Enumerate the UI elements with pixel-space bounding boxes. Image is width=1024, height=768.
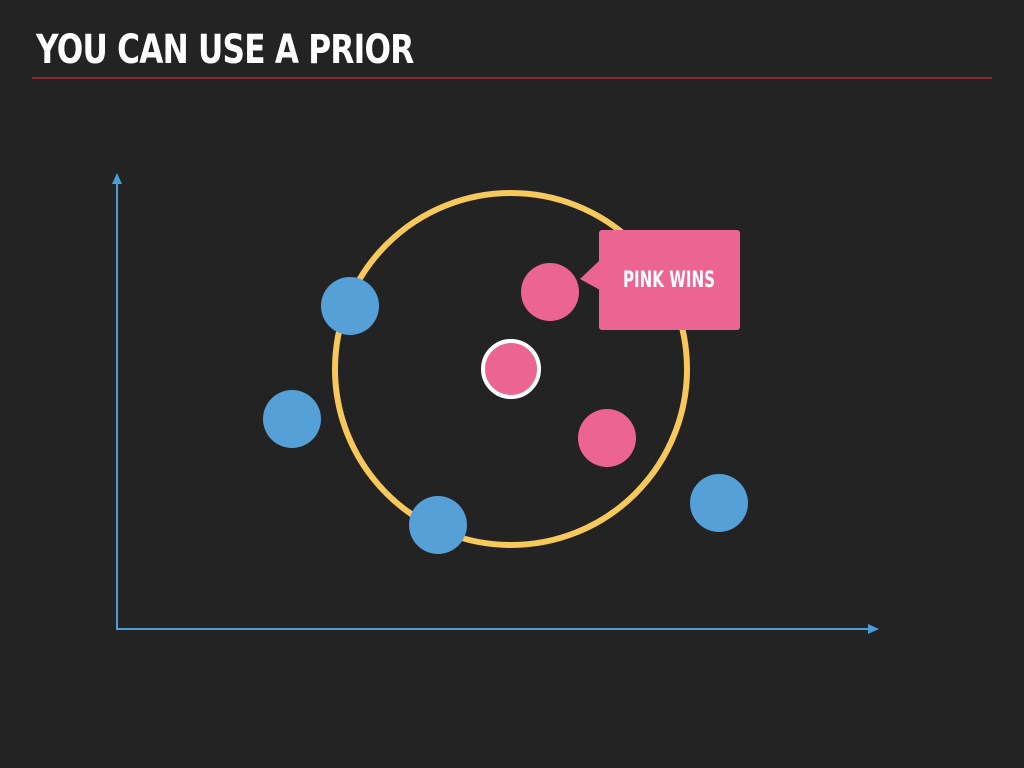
y-axis-arrow-icon — [112, 173, 122, 184]
pink-point — [578, 409, 636, 467]
slide-title: YOU CAN USE A PRIOR — [36, 27, 414, 73]
x-axis-arrow-icon — [868, 624, 879, 634]
blue-point — [690, 474, 748, 532]
blue-point — [409, 496, 467, 554]
axes — [112, 173, 879, 634]
query-point — [481, 339, 541, 399]
pink-points — [521, 263, 636, 467]
pink-wins-callout: PINK WINS — [580, 230, 740, 330]
callout-box — [599, 230, 740, 330]
title-divider — [32, 77, 992, 79]
blue-points — [263, 277, 748, 554]
callout-label: PINK WINS — [623, 268, 715, 293]
pink-point — [521, 263, 579, 321]
blue-point — [263, 390, 321, 448]
callout-pointer — [580, 260, 600, 290]
neighborhood-circle — [332, 190, 690, 548]
blue-point — [321, 277, 379, 335]
